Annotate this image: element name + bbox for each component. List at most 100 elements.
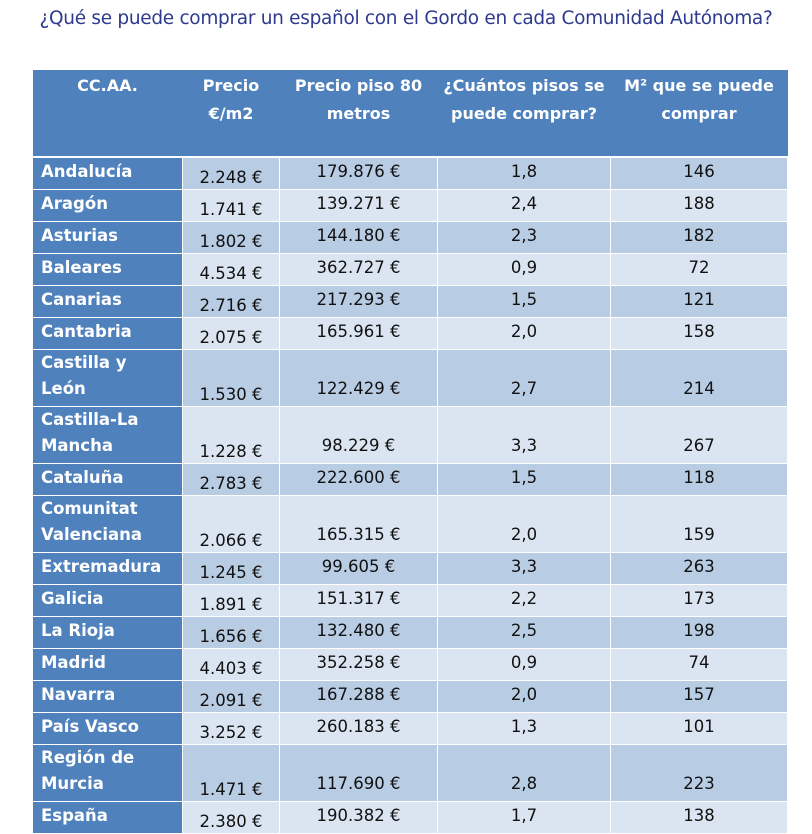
precio-m2-cell: 1.802 € xyxy=(182,220,280,254)
precio-piso-cell: 165.315 € xyxy=(279,494,438,553)
precio-m2-cell: 2.066 € xyxy=(182,494,280,553)
num-pisos-cell: 2,0 xyxy=(437,316,611,350)
precio-piso-cell: 139.271 € xyxy=(279,188,438,222)
m2-comprables-cell: 182 xyxy=(610,220,788,254)
table-row: Galicia 1.891 €151.317 €2,2 173 xyxy=(32,583,788,617)
m2-comprables-cell: 188 xyxy=(610,188,788,222)
data-table: CC.AA. Precio €/m2 Precio piso 80 metros… xyxy=(32,70,788,834)
region-name-cell: Comunitat Valenciana xyxy=(32,494,183,553)
page-title: ¿Qué se puede comprar un español con el … xyxy=(39,8,773,29)
header-cuantos-pisos: ¿Cuántos pisos se puede comprar? xyxy=(437,70,611,158)
region-name-cell: Castilla y León xyxy=(32,348,183,407)
header-precio-piso: Precio piso 80 metros xyxy=(279,70,438,158)
region-name-cell: Navarra xyxy=(32,679,183,713)
m2-comprables-cell: 173 xyxy=(610,583,788,617)
m2-comprables-cell: 223 xyxy=(610,743,788,802)
precio-m2-cell: 2.075 € xyxy=(182,316,280,350)
region-name-cell: Galicia xyxy=(32,583,183,617)
region-name-cell: Cantabria xyxy=(32,316,183,350)
region-name-cell: Extremadura xyxy=(32,551,183,585)
header-precio-m2: Precio €/m2 xyxy=(182,70,280,158)
num-pisos-cell: 1,8 xyxy=(437,156,611,190)
m2-comprables-cell: 118 xyxy=(610,462,788,496)
region-name-cell: Castilla-La Mancha xyxy=(32,405,183,464)
precio-piso-cell: 222.600 € xyxy=(279,462,438,496)
m2-comprables-cell: 121 xyxy=(610,284,788,318)
num-pisos-cell: 3,3 xyxy=(437,551,611,585)
num-pisos-cell: 1,5 xyxy=(437,462,611,496)
precio-m2-cell: 1.891 € xyxy=(182,583,280,617)
table-row: País Vasco 3.252 €260.183 €1,3 101 xyxy=(32,711,788,745)
precio-piso-cell: 132.480 € xyxy=(279,615,438,649)
header-row: CC.AA. Precio €/m2 Precio piso 80 metros… xyxy=(32,70,788,158)
table-row: España 2.380 €190.382 €1,7 138 xyxy=(32,800,788,834)
table-row: Cataluña 2.783 €222.600 €1,5 118 xyxy=(32,462,788,496)
m2-comprables-cell: 198 xyxy=(610,615,788,649)
precio-piso-cell: 260.183 € xyxy=(279,711,438,745)
table-row: Comunitat Valenciana 2.066 €165.315 €2,0 1… xyxy=(32,494,788,553)
num-pisos-cell: 2,3 xyxy=(437,220,611,254)
precio-m2-cell: 2.716 € xyxy=(182,284,280,318)
precio-piso-cell: 352.258 € xyxy=(279,647,438,681)
m2-comprables-cell: 263 xyxy=(610,551,788,585)
region-name-cell: España xyxy=(32,800,183,834)
precio-piso-cell: 122.429 € xyxy=(279,348,438,407)
table-row: Baleares 4.534 €362.727 €0,9 72 xyxy=(32,252,788,286)
precio-piso-cell: 217.293 € xyxy=(279,284,438,318)
num-pisos-cell: 0,9 xyxy=(437,252,611,286)
precio-m2-cell: 2.248 € xyxy=(182,156,280,190)
num-pisos-cell: 2,2 xyxy=(437,583,611,617)
precio-piso-cell: 165.961 € xyxy=(279,316,438,350)
m2-comprables-cell: 74 xyxy=(610,647,788,681)
region-name-cell: Asturias xyxy=(32,220,183,254)
table-row: Navarra 2.091 €167.288 €2,0 157 xyxy=(32,679,788,713)
m2-comprables-cell: 146 xyxy=(610,156,788,190)
region-name-cell: Madrid xyxy=(32,647,183,681)
precio-piso-cell: 151.317 € xyxy=(279,583,438,617)
precio-piso-cell: 98.229 € xyxy=(279,405,438,464)
table-row: Canarias 2.716 €217.293 €1,5 121 xyxy=(32,284,788,318)
num-pisos-cell: 2,0 xyxy=(437,494,611,553)
table-row: Aragón 1.741 €139.271 €2,4 188 xyxy=(32,188,788,222)
precio-piso-cell: 99.605 € xyxy=(279,551,438,585)
region-name-cell: Canarias xyxy=(32,284,183,318)
table-row: Región de Murcia 1.471 €117.690 €2,8 223 xyxy=(32,743,788,802)
m2-comprables-cell: 267 xyxy=(610,405,788,464)
num-pisos-cell: 2,7 xyxy=(437,348,611,407)
region-name-cell: Región de Murcia xyxy=(32,743,183,802)
num-pisos-cell: 1,5 xyxy=(437,284,611,318)
region-name-cell: La Rioja xyxy=(32,615,183,649)
header-m2: M² que se puede comprar xyxy=(610,70,788,158)
precio-m2-cell: 3.252 € xyxy=(182,711,280,745)
region-name-cell: Andalucía xyxy=(32,156,183,190)
num-pisos-cell: 2,0 xyxy=(437,679,611,713)
num-pisos-cell: 1,7 xyxy=(437,800,611,834)
precio-m2-cell: 2.091 € xyxy=(182,679,280,713)
table-row: Castilla-La Mancha 1.228 €98.229 €3,3 267 xyxy=(32,405,788,464)
m2-comprables-cell: 138 xyxy=(610,800,788,834)
num-pisos-cell: 2,8 xyxy=(437,743,611,802)
num-pisos-cell: 3,3 xyxy=(437,405,611,464)
precio-m2-cell: 2.380 € xyxy=(182,800,280,834)
region-name-cell: Baleares xyxy=(32,252,183,286)
precio-m2-cell: 1.228 € xyxy=(182,405,280,464)
table-row: Castilla y León 1.530 €122.429 €2,7 214 xyxy=(32,348,788,407)
table-row: Asturias 1.802 €144.180 €2,3 182 xyxy=(32,220,788,254)
precio-piso-cell: 190.382 € xyxy=(279,800,438,834)
num-pisos-cell: 1,3 xyxy=(437,711,611,745)
m2-comprables-cell: 157 xyxy=(610,679,788,713)
precio-m2-cell: 2.783 € xyxy=(182,462,280,496)
precio-m2-cell: 1.530 € xyxy=(182,348,280,407)
precio-m2-cell: 4.403 € xyxy=(182,647,280,681)
precio-m2-cell: 1.656 € xyxy=(182,615,280,649)
table-row: Cantabria 2.075 €165.961 €2,0 158 xyxy=(32,316,788,350)
num-pisos-cell: 2,5 xyxy=(437,615,611,649)
m2-comprables-cell: 214 xyxy=(610,348,788,407)
precio-piso-cell: 362.727 € xyxy=(279,252,438,286)
table-row: Andalucía 2.248 €179.876 €1,8 146 xyxy=(32,156,788,190)
precio-m2-cell: 1.741 € xyxy=(182,188,280,222)
precio-piso-cell: 117.690 € xyxy=(279,743,438,802)
precio-piso-cell: 179.876 € xyxy=(279,156,438,190)
m2-comprables-cell: 158 xyxy=(610,316,788,350)
precio-m2-cell: 1.471 € xyxy=(182,743,280,802)
